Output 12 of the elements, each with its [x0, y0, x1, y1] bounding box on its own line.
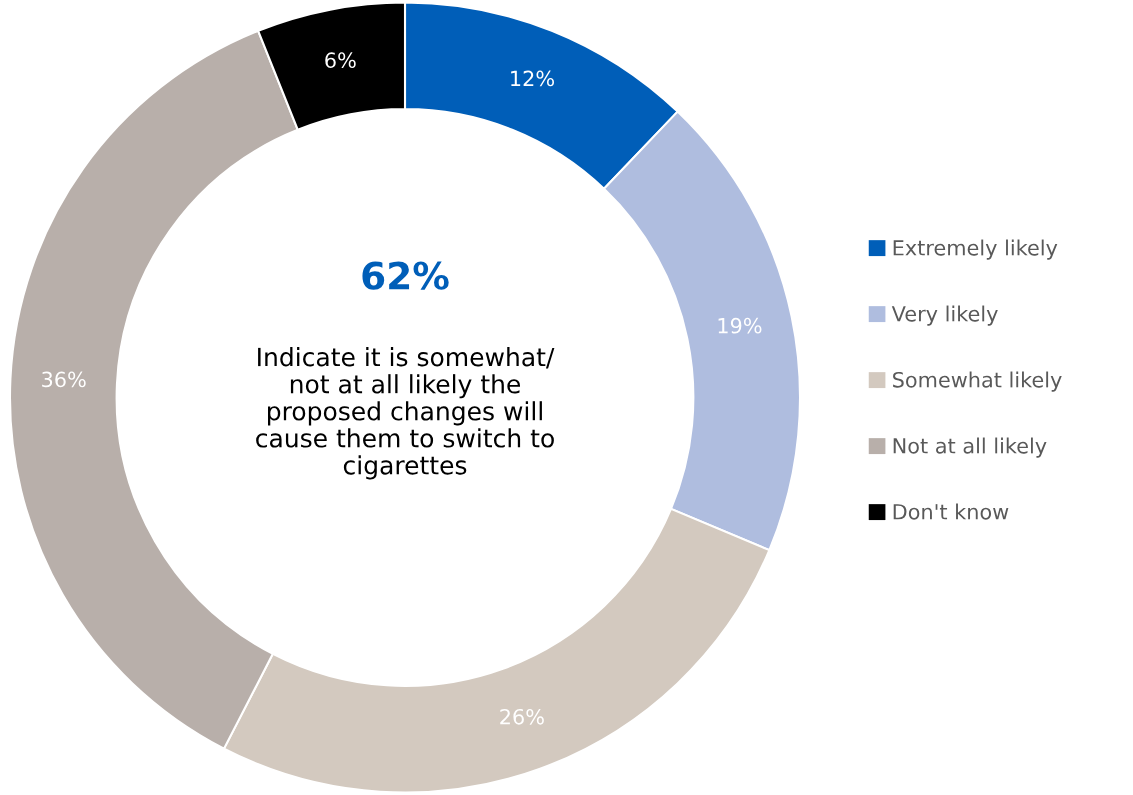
data-label: 6% [325, 52, 356, 69]
legend-label: Extremely likely [893, 239, 1058, 260]
text: 62% [362, 261, 449, 290]
text: Indicate it is somewhat/ not at all likely the proposed changes will cause them to switch to cigarettes [256, 347, 555, 480]
data-label: 26% [500, 708, 544, 725]
legend-label: Very likely [891, 305, 998, 326]
data-label: 12% [511, 70, 554, 87]
legend-label: Don't know [893, 503, 1009, 520]
legend-label: Somewhat likely [893, 371, 1062, 392]
data-label: 36% [42, 371, 86, 388]
legend-label: Not at all likely [893, 437, 1047, 458]
data-label: 19% [718, 317, 762, 334]
